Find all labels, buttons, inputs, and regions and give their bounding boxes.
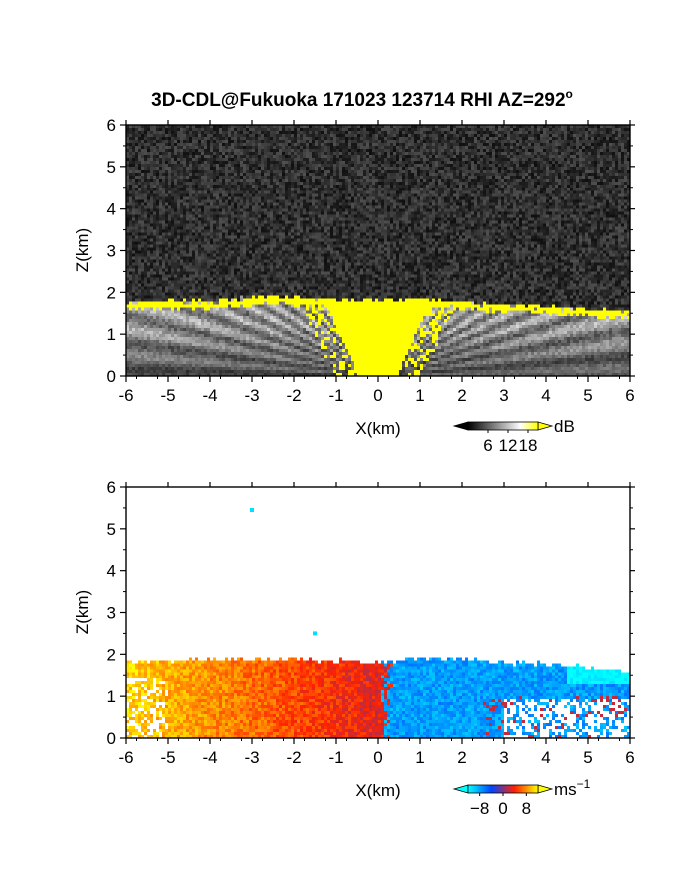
x-tick-label: 5 xyxy=(583,748,592,767)
x-tick-label: 2 xyxy=(457,386,466,405)
x-tick-label: 0 xyxy=(373,748,382,767)
snr-axes: -6 -5 -4 -3 -2 -1 0 1 2 3 4 5 6 0 1 2 3 4 5 6 xyxy=(107,116,635,405)
colorbar-under-triangle xyxy=(452,784,469,794)
snr-xlabel: X(km) xyxy=(355,419,400,438)
title-text: 3D-CDL@Fukuoka 171023 123714 RHI AZ=292 xyxy=(151,90,565,111)
y-tick-label: 4 xyxy=(107,562,116,581)
x-tick-label: 1 xyxy=(415,748,424,767)
x-tick-label: 3 xyxy=(499,386,508,405)
isolated-echo xyxy=(313,631,317,636)
colorbar-tick-label: 18 xyxy=(519,436,538,455)
y-tick-label: 3 xyxy=(107,604,116,623)
x-tick-label: -2 xyxy=(286,748,301,767)
y-tick-label: 5 xyxy=(107,158,116,177)
x-tick-label: 0 xyxy=(373,386,382,405)
x-tick-label: -6 xyxy=(118,386,133,405)
x-tick-label: -5 xyxy=(160,748,175,767)
x-tick-label: -6 xyxy=(118,748,133,767)
velocity-panel: -6 -5 -4 -3 -2 -1 0 1 2 3 4 5 6 0 1 2 3 4 5 6 X(km) Z(km) −… xyxy=(73,478,635,818)
velocity-xlabel: X(km) xyxy=(355,781,400,800)
colorbar-tick-label: −8 xyxy=(470,799,489,818)
colorbar-unit-text: dB xyxy=(554,417,575,436)
x-tick-label: 2 xyxy=(457,748,466,767)
y-tick-label: 6 xyxy=(107,478,116,497)
x-tick-label: -1 xyxy=(328,748,343,767)
colorbar-body xyxy=(467,421,539,431)
x-tick-label: 6 xyxy=(625,748,634,767)
y-tick-label: 4 xyxy=(107,200,116,219)
figure-title: 3D-CDL@Fukuoka 171023 123714 RHI AZ=292o xyxy=(151,87,573,111)
y-tick-label: 0 xyxy=(107,729,116,748)
snr-colorbar: 6 12 18 dB xyxy=(452,417,575,455)
colorbar-over-triangle xyxy=(537,784,554,794)
y-tick-label: 1 xyxy=(107,687,116,706)
y-tick-label: 5 xyxy=(107,520,116,539)
x-tick-label: 4 xyxy=(541,748,550,767)
x-tick-label: -5 xyxy=(160,386,175,405)
y-tick-label: 2 xyxy=(107,645,116,664)
colorbar-over-triangle xyxy=(537,421,554,431)
colorbar-tick-label: 8 xyxy=(522,799,531,818)
x-tick-label: 4 xyxy=(541,386,550,405)
x-tick-label: 6 xyxy=(625,386,634,405)
y-tick-label: 2 xyxy=(107,283,116,302)
velocity-heatmap xyxy=(126,487,630,738)
colorbar-unit: dB xyxy=(554,417,575,436)
title-superscript: o xyxy=(566,87,573,101)
snr-heatmap xyxy=(126,125,630,376)
colorbar-under-triangle xyxy=(452,421,469,431)
velocity-ylabel: Z(km) xyxy=(73,590,92,634)
y-tick-label: 0 xyxy=(107,367,116,386)
colorbar-body xyxy=(467,784,539,794)
velocity-colorbar: −8 0 8 ms−1 xyxy=(452,777,591,818)
velocity-axes: -6 -5 -4 -3 -2 -1 0 1 2 3 4 5 6 0 1 2 3 4 5 6 xyxy=(107,478,635,767)
y-tick-label: 6 xyxy=(107,116,116,135)
x-tick-label: 1 xyxy=(415,386,424,405)
snr-ylabel: Z(km) xyxy=(73,228,92,272)
colorbar-tick-label: 0 xyxy=(498,799,507,818)
colorbar-unit-text: ms xyxy=(554,780,577,799)
y-tick-label: 3 xyxy=(107,242,116,261)
x-tick-label: -3 xyxy=(244,386,259,405)
x-tick-label: -1 xyxy=(328,386,343,405)
x-tick-label: 5 xyxy=(583,386,592,405)
snr-heatmap-image xyxy=(126,125,630,376)
x-tick-label: -3 xyxy=(244,748,259,767)
isolated-echo xyxy=(250,508,254,513)
y-tick-label: 1 xyxy=(107,325,116,344)
colorbar-tick-label: 6 xyxy=(483,436,492,455)
colorbar-unit: ms−1 xyxy=(554,777,591,799)
x-tick-label: 3 xyxy=(499,748,508,767)
colorbar-unit-superscript: −1 xyxy=(577,777,591,791)
x-tick-label: -2 xyxy=(286,386,301,405)
velocity-heatmap-image xyxy=(126,487,630,738)
x-tick-label: -4 xyxy=(202,748,217,767)
x-tick-label: -4 xyxy=(202,386,217,405)
colorbar-tick-label: 12 xyxy=(499,436,518,455)
